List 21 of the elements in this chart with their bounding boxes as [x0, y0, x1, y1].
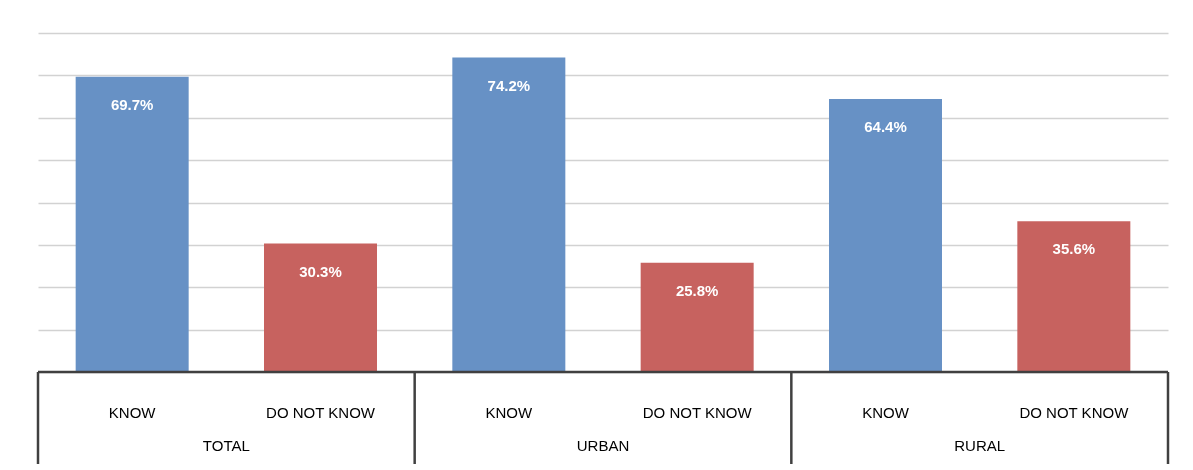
bar: [75, 76, 189, 372]
data-label: 74.2%: [487, 76, 531, 94]
text: KNOW: [108, 404, 157, 421]
text: KNOW: [485, 404, 533, 421]
x-tick-label: RURAL: [954, 436, 1006, 454]
data-label: 25.8%: [675, 281, 719, 299]
text: DO NOT KNOW: [1019, 404, 1129, 421]
bar: [1017, 221, 1131, 372]
data-label: 30.3%: [299, 262, 342, 280]
data-label: 35.6%: [1052, 240, 1096, 258]
bar: [264, 243, 377, 372]
text: DO NOT KNOW: [642, 404, 752, 421]
bar: [452, 57, 566, 372]
text: KNOW: [862, 404, 909, 421]
x-tick-label: TOTAL: [202, 436, 250, 454]
data-label: 69.7%: [110, 95, 154, 113]
data-label: 64.4%: [864, 118, 907, 136]
text: DO NOT KNOW: [266, 404, 376, 421]
x-tick-label: URBAN: [576, 436, 630, 454]
bar: [640, 262, 754, 372]
bar: [829, 99, 942, 372]
